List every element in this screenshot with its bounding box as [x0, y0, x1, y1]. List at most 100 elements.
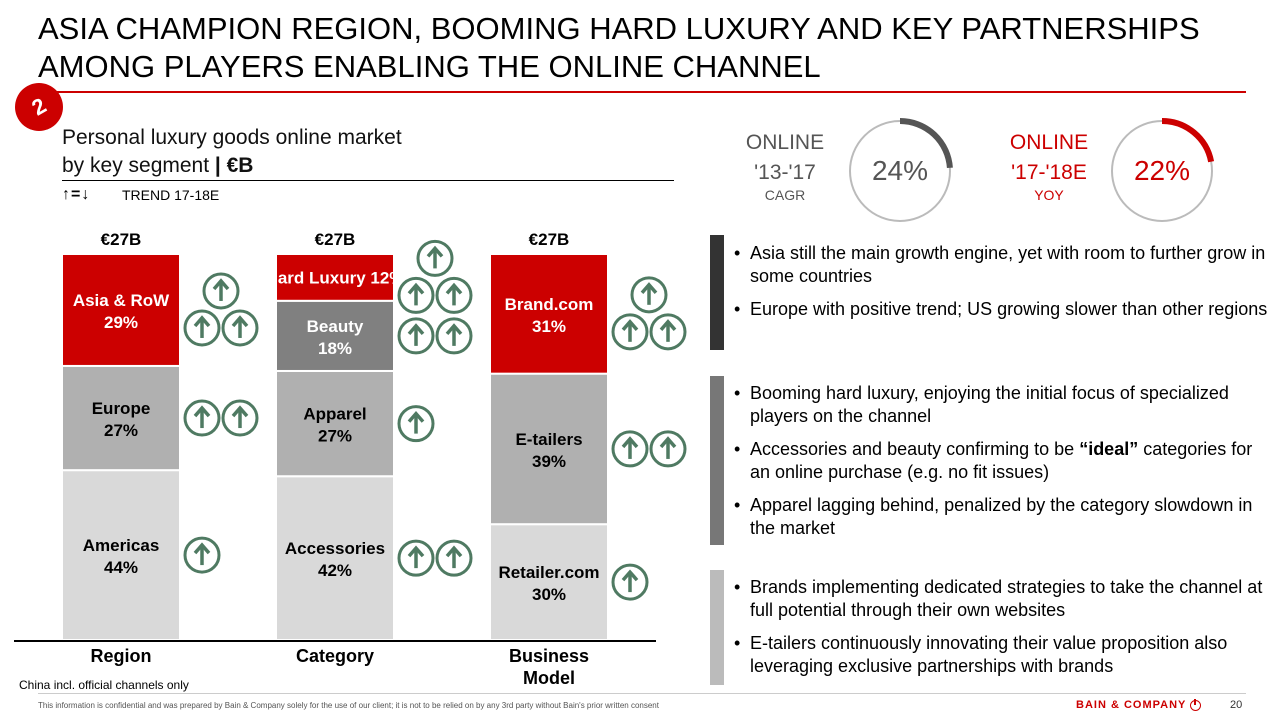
bullet-item: Apparel lagging behind, penalized by the…	[734, 494, 1274, 540]
trend-up-arrow-icon	[611, 563, 649, 601]
segment-label: Asia & RoW	[73, 291, 170, 310]
segment-value-label: 29%	[104, 313, 138, 332]
bar-total-label: €27B	[529, 230, 570, 249]
trend-up-arrow-icon	[397, 317, 435, 355]
kpi-1-value: 24%	[871, 155, 929, 186]
segment-value-label: 44%	[104, 558, 138, 577]
trend-up-arrow-icon	[649, 430, 687, 468]
segment-value-label: 31%	[532, 317, 566, 336]
trend-up-arrow-icon	[611, 313, 649, 351]
x-axis-category-label: Business	[509, 646, 589, 666]
bullet-text-post: categories for an online purchase (e.g. …	[750, 439, 1253, 482]
kpi-2-ring	[1111, 118, 1215, 222]
disclaimer: This information is confidential and was…	[38, 701, 659, 710]
segment-label: Hard Luxury 12%	[266, 268, 405, 287]
segment-label: Accessories	[285, 539, 385, 558]
section-badge: 2	[15, 83, 63, 131]
ring-progress-arc	[899, 118, 953, 169]
bar-segment	[61, 364, 181, 472]
kpi-1-metric: CAGR	[764, 187, 806, 203]
kpi-2-metric: YOY	[1034, 187, 1064, 203]
chart-title-rule	[62, 180, 674, 181]
bullet-item: Accessories and beauty confirming to be …	[734, 438, 1274, 484]
segment-label: Europe	[92, 399, 151, 418]
trend-up-arrow-icon	[202, 272, 240, 310]
chart-footnote: China incl. official channels only	[19, 678, 189, 692]
segment-label: Apparel	[303, 405, 366, 424]
bullet-list-category: Booming hard luxury, enjoying the initia…	[734, 382, 1274, 550]
segment-label: Beauty	[307, 317, 364, 336]
segment-label: Americas	[83, 536, 160, 555]
bullet-list-business-model: Brands implementing dedicated strategies…	[734, 576, 1274, 688]
kpi-1-ring	[849, 118, 953, 222]
bar-segment	[275, 253, 395, 302]
ring-progress-arc	[1161, 118, 1215, 163]
group-bar-business-model	[710, 570, 724, 685]
segment-value-label: 39%	[532, 452, 566, 471]
segment-label: E-tailers	[515, 430, 582, 449]
x-axis-category-label: Model	[523, 668, 575, 688]
bullet-list-region: Asia still the main growth engine, yet w…	[734, 242, 1274, 331]
segment-value-label: 27%	[318, 427, 352, 446]
x-axis-category-label: Region	[91, 646, 152, 666]
trend-up-arrow-icon	[435, 276, 473, 314]
bullet-item: E-tailers continuously innovating their …	[734, 632, 1274, 678]
trend-up-arrow-icon	[435, 317, 473, 355]
kpi-2-period: '17-'18E	[1011, 161, 1087, 184]
trend-legend: ↑=↓ TREND 17-18E	[62, 186, 219, 204]
trend-up-arrow-icon	[630, 276, 668, 314]
title-rule	[38, 91, 1246, 93]
segment-label: Brand.com	[505, 295, 594, 314]
trend-up-arrow-icon	[397, 539, 435, 577]
bar-segment	[275, 475, 395, 641]
brand-logo: BAIN & COMPANY	[1076, 698, 1202, 711]
kpi-1-label: ONLINE	[745, 131, 825, 154]
trend-up-arrow-icon	[649, 313, 687, 351]
trend-up-arrow-icon	[611, 430, 649, 468]
footer-rule	[38, 693, 1246, 694]
bar-segment	[275, 299, 395, 372]
group-bar-region	[710, 235, 724, 350]
bullet-text-pre: Accessories and beauty confirming to be	[750, 439, 1080, 459]
kpi-2-value: 22%	[1133, 155, 1191, 186]
segment-value-label: 27%	[104, 421, 138, 440]
bar-total-label: €27B	[315, 230, 356, 249]
group-bar-category	[710, 376, 724, 545]
kpi-2-label: ONLINE	[1009, 131, 1089, 154]
trend-up-arrow-icon	[397, 276, 435, 314]
chart-title: Personal luxury goods online market by k…	[62, 124, 402, 180]
trend-up-arrow-icon	[183, 309, 221, 347]
brand-name: BAIN & COMPANY	[1076, 699, 1187, 711]
trend-label: TREND 17-18E	[122, 187, 220, 203]
trend-up-arrow-icon	[435, 539, 473, 577]
brand-mark-icon	[1190, 698, 1202, 711]
chart-title-line2: by key segment | €B	[62, 152, 402, 180]
trend-up-arrow-icon	[221, 399, 259, 437]
chart-title-line1: Personal luxury goods online market	[62, 126, 402, 149]
chart-unit: | €B	[214, 154, 254, 177]
page-number: 20	[1230, 699, 1243, 711]
segment-value-label: 42%	[318, 561, 352, 580]
segment-label: Retailer.com	[498, 563, 599, 582]
trend-up-arrow-icon	[397, 405, 435, 443]
bar-segment	[489, 523, 609, 642]
trend-symbols: ↑=↓	[62, 186, 91, 203]
bullet-item: Brands implementing dedicated strategies…	[734, 576, 1274, 622]
slide-title: ASIA CHAMPION REGION, BOOMING HARD LUXUR…	[38, 11, 1200, 84]
bullet-item: Booming hard luxury, enjoying the initia…	[734, 382, 1274, 428]
trend-up-arrow-icon	[183, 536, 221, 574]
bullet-emphasis: “ideal”	[1079, 439, 1139, 459]
trend-up-arrow-icon	[221, 309, 259, 347]
trend-up-arrow-icon	[183, 399, 221, 437]
x-axis-category-label: Category	[296, 646, 374, 666]
kpi-1-period: '13-'17	[754, 161, 816, 184]
segment-value-label: 30%	[532, 585, 566, 604]
bullet-item: Asia still the main growth engine, yet w…	[734, 242, 1274, 288]
kpi-online-cagr: ONLINE '13-'17 CAGR	[732, 130, 838, 204]
bar-total-label: €27B	[101, 230, 142, 249]
stacked-bar-chart: Americas 44% Europe 27% Asia & RoW 29% €27B Reg…	[14, 230, 687, 688]
chart-title-line2-text: by key segment	[62, 154, 210, 177]
bar-segment	[61, 253, 181, 367]
bar-segment	[489, 253, 609, 375]
segment-value-label: 18%	[318, 339, 352, 358]
